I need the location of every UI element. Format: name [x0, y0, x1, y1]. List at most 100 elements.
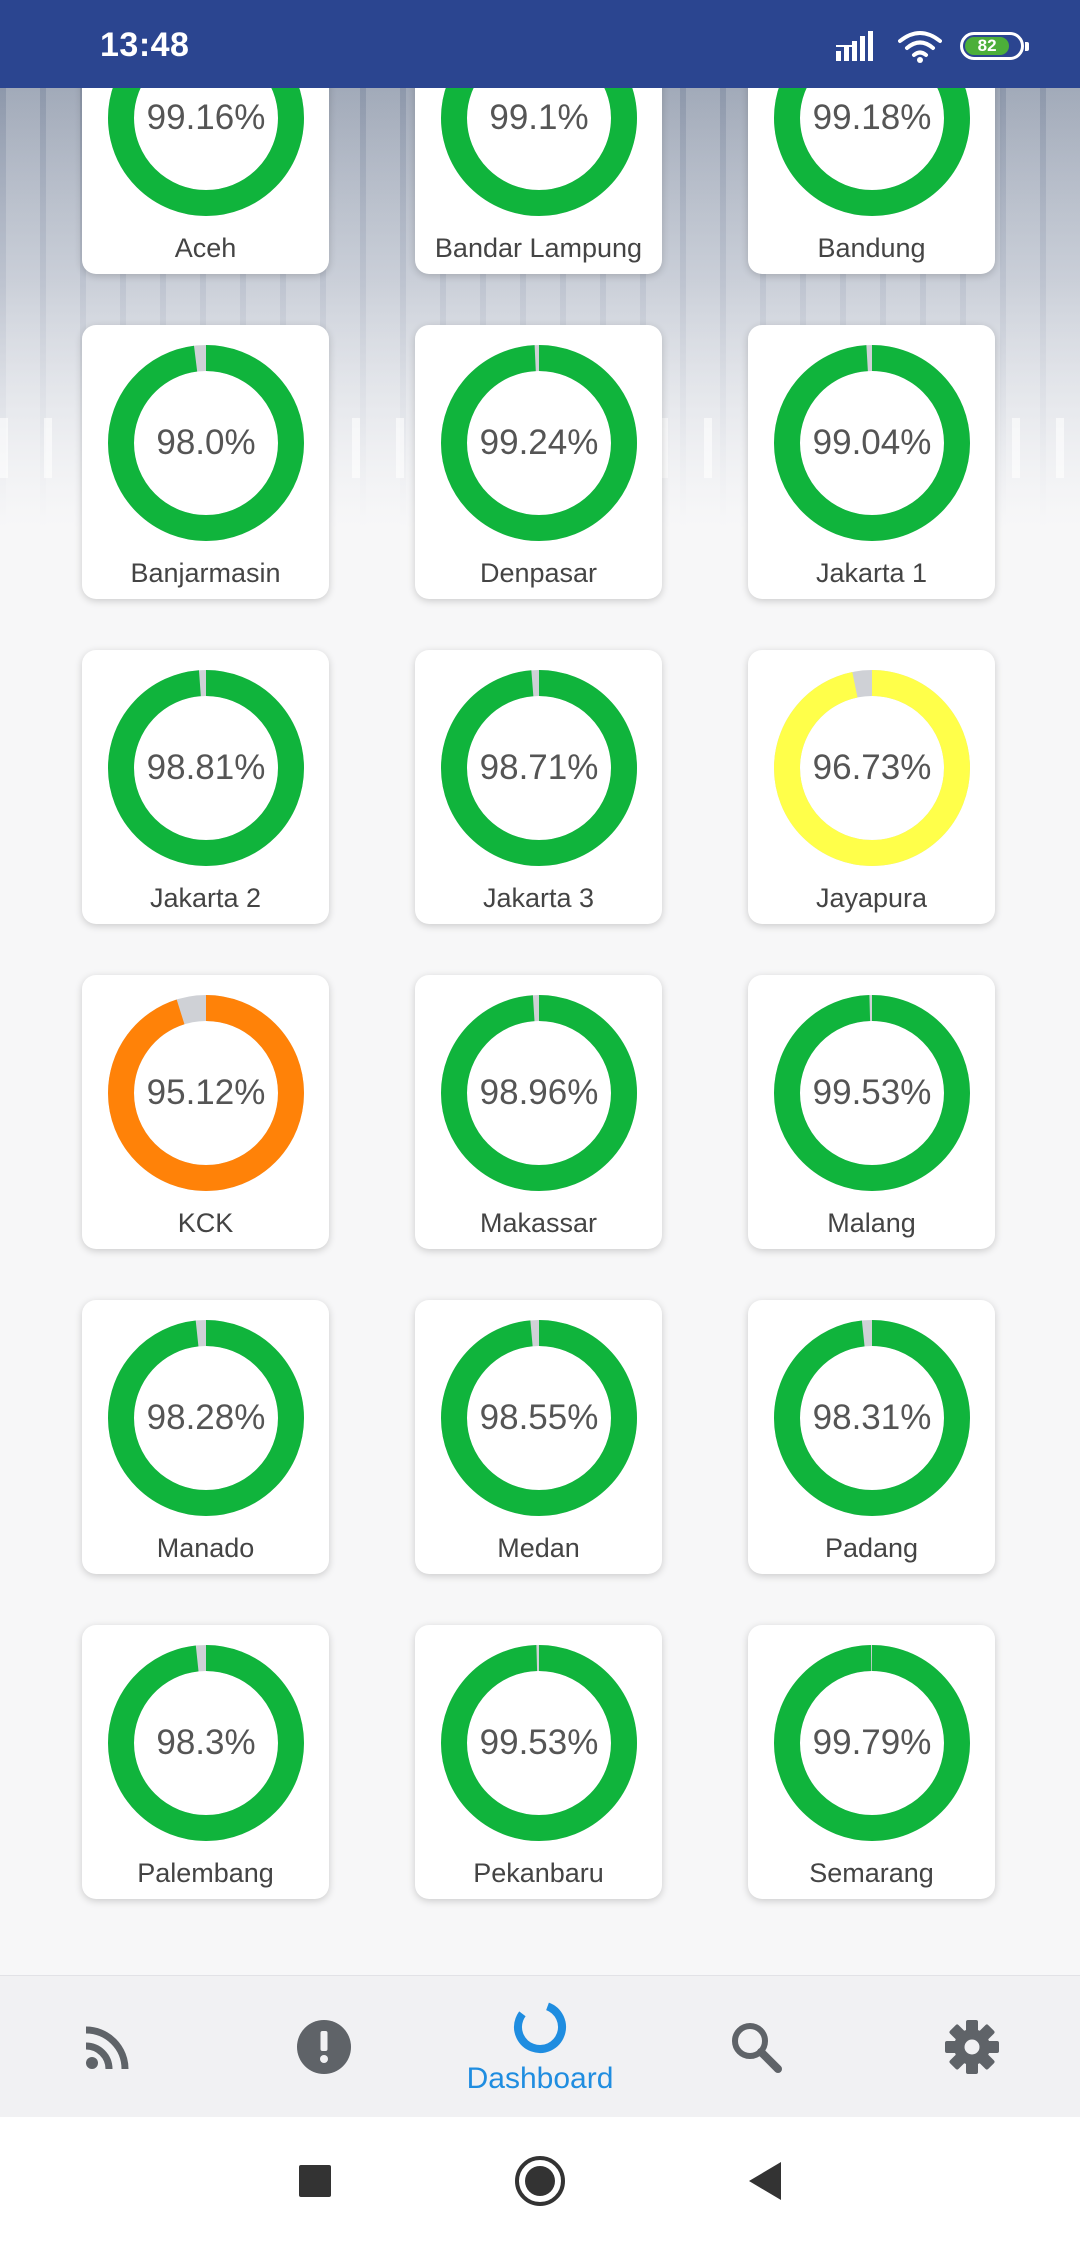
- donut-value-arc: [774, 670, 970, 866]
- search-icon: [727, 2018, 785, 2076]
- card-name: Banjarmasin: [130, 558, 281, 588]
- branch-card[interactable]: 99.24% Denpasar: [415, 325, 662, 599]
- donut-value-label: 96.73%: [812, 748, 932, 787]
- branch-card[interactable]: 98.96% Makassar: [415, 975, 662, 1249]
- donut-value-label: 95.12%: [146, 1073, 266, 1112]
- donut-chart: 95.12%: [108, 995, 304, 1191]
- branch-card[interactable]: 98.0% Banjarmasin: [82, 325, 329, 599]
- card-name: Palembang: [137, 1858, 274, 1888]
- donut-value-arc: [774, 995, 970, 1191]
- donut-value-label: 98.0%: [156, 423, 256, 462]
- donut-value-arc: [441, 1320, 637, 1516]
- status-bar: 13:48 82: [0, 0, 1080, 88]
- wifi-icon: [898, 31, 942, 63]
- donut-value-label: 99.1%: [489, 98, 589, 137]
- donut-value-arc: [108, 1320, 304, 1516]
- donut-value-arc: [108, 1645, 304, 1841]
- battery-level: 82: [965, 36, 1010, 55]
- card-name: Manado: [156, 1533, 255, 1563]
- branch-card[interactable]: 99.53% Pekanbaru: [415, 1625, 662, 1899]
- donut-chart: 98.71%: [441, 670, 637, 866]
- donut-value-arc: [441, 1645, 637, 1841]
- dashboard-grid: 99.16% Aceh 99.1% Bandar Lampung 99.18% Bandu…: [82, 20, 995, 1899]
- gear-icon: [943, 2018, 1001, 2076]
- card-name: Aceh: [174, 233, 237, 263]
- nav-alerts[interactable]: [216, 1976, 432, 2118]
- dashboard-icon: [511, 1998, 569, 2056]
- rss-feed-icon: [79, 2018, 137, 2076]
- home-circle-icon[interactable]: [510, 2151, 570, 2211]
- donut-chart: 99.04%: [774, 345, 970, 541]
- donut-chart: 98.55%: [441, 1320, 637, 1516]
- donut-value-label: 98.81%: [146, 748, 266, 787]
- branch-card[interactable]: 95.12% KCK: [82, 975, 329, 1249]
- donut-value-label: 98.55%: [479, 1398, 599, 1437]
- card-name: Bandung: [817, 233, 926, 263]
- nav-dashboard[interactable]: Dashboard: [432, 1976, 648, 2118]
- donut-chart: 98.31%: [774, 1320, 970, 1516]
- branch-card[interactable]: 99.04% Jakarta 1: [748, 325, 995, 599]
- nav-search[interactable]: [648, 1976, 864, 2118]
- card-name: Medan: [497, 1533, 580, 1563]
- donut-value-arc: [441, 670, 637, 866]
- branch-card[interactable]: 99.79% Semarang: [748, 1625, 995, 1899]
- card-name: Denpasar: [479, 558, 598, 588]
- card-name: Makassar: [479, 1208, 598, 1238]
- donut-value-arc: [108, 995, 304, 1191]
- donut-chart: 99.53%: [441, 1645, 637, 1841]
- branch-card[interactable]: 98.31% Padang: [748, 1300, 995, 1574]
- donut-value-arc: [774, 1645, 970, 1841]
- donut-chart: 98.96%: [441, 995, 637, 1191]
- donut-value-label: 99.16%: [146, 98, 266, 137]
- signal-icon: [836, 31, 873, 61]
- card-name: Semarang: [809, 1858, 934, 1888]
- nav-feed[interactable]: [0, 1976, 216, 2118]
- status-icons: 82: [836, 26, 1029, 66]
- system-navigation-bar: [0, 2117, 1080, 2246]
- branch-card[interactable]: 98.81% Jakarta 2: [82, 650, 329, 924]
- card-name: Jakarta 1: [815, 558, 928, 588]
- card-name: Bandar Lampung: [434, 233, 643, 263]
- card-name: Jakarta 3: [482, 883, 595, 913]
- card-name: Padang: [824, 1533, 919, 1563]
- donut-value-label: 99.53%: [812, 1073, 932, 1112]
- donut-value-label: 99.04%: [812, 423, 932, 462]
- branch-card[interactable]: 98.28% Manado: [82, 1300, 329, 1574]
- nav-dashboard-label: Dashboard: [466, 2062, 614, 2095]
- donut-value-label: 98.28%: [146, 1398, 266, 1437]
- branch-card[interactable]: 98.55% Medan: [415, 1300, 662, 1574]
- branch-card[interactable]: 99.53% Malang: [748, 975, 995, 1249]
- donut-value-label: 99.18%: [812, 98, 932, 137]
- donut-value-label: 99.24%: [479, 423, 599, 462]
- donut-value-arc: [108, 670, 304, 866]
- donut-chart: 99.79%: [774, 1645, 970, 1841]
- back-triangle-icon[interactable]: [735, 2151, 795, 2211]
- donut-chart: 98.28%: [108, 1320, 304, 1516]
- donut-chart: 98.0%: [108, 345, 304, 541]
- donut-chart: 99.53%: [774, 995, 970, 1191]
- nav-settings[interactable]: [864, 1976, 1080, 2118]
- card-name: Malang: [827, 1208, 916, 1238]
- donut-chart: 99.24%: [441, 345, 637, 541]
- donut-chart: 98.3%: [108, 1645, 304, 1841]
- recents-square-icon[interactable]: [285, 2151, 345, 2211]
- branch-card[interactable]: 98.71% Jakarta 3: [415, 650, 662, 924]
- donut-value-arc: [774, 1320, 970, 1516]
- donut-value-arc: [108, 345, 304, 541]
- alert-icon: [295, 2018, 353, 2076]
- battery-icon: 82: [960, 32, 1029, 60]
- donut-value-label: 98.71%: [479, 748, 599, 787]
- branch-card[interactable]: 98.3% Palembang: [82, 1625, 329, 1899]
- donut-chart: 96.73%: [774, 670, 970, 866]
- bottom-navigation: Dashboard: [0, 1975, 1080, 2118]
- card-name: KCK: [177, 1208, 234, 1238]
- status-time: 13:48: [100, 26, 190, 64]
- branch-card[interactable]: 96.73% Jayapura: [748, 650, 995, 924]
- donut-chart: 98.81%: [108, 670, 304, 866]
- donut-value-label: 99.53%: [479, 1723, 599, 1762]
- donut-value-arc: [441, 995, 637, 1191]
- donut-value-label: 99.79%: [812, 1723, 932, 1762]
- card-name: Jayapura: [815, 883, 928, 913]
- donut-value-label: 98.96%: [479, 1073, 599, 1112]
- donut-value-label: 98.31%: [812, 1398, 932, 1437]
